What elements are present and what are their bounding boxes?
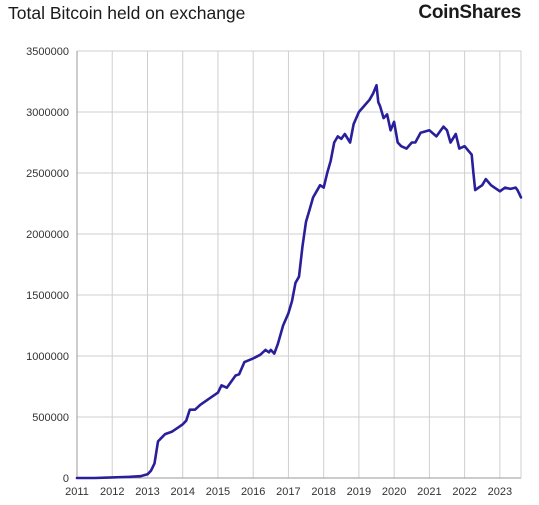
x-tick-label: 2011 (65, 486, 89, 498)
x-tick-label: 2022 (452, 486, 476, 498)
x-tick-label: 2012 (100, 486, 124, 498)
y-tick-label: 3000000 (26, 107, 69, 119)
y-tick-label: 1500000 (26, 290, 69, 302)
brand-logo: CoinShares (418, 2, 521, 23)
axis-layer: 0 500000 1000000 1500000 2000000 2500000 30000… (26, 46, 522, 498)
x-tick-label: 2021 (417, 486, 441, 498)
x-tick-label: 2016 (241, 486, 265, 498)
x-tick-label: 2023 (488, 486, 512, 498)
y-tick-label: 0 (63, 473, 69, 485)
y-tick-label: 3500000 (26, 46, 69, 58)
x-tick-label: 2017 (276, 486, 300, 498)
series-layer (75, 83, 523, 480)
x-tick-label: 2013 (135, 486, 159, 498)
series-line (75, 83, 523, 480)
x-tick-label: 2020 (382, 486, 406, 498)
x-tick-label: 2014 (170, 486, 194, 498)
chart-title: Total Bitcoin held on exchange (8, 3, 246, 23)
y-tick-label: 1000000 (26, 351, 69, 363)
x-tick-label: 2015 (206, 486, 230, 498)
x-tick-label: 2018 (311, 486, 335, 498)
y-tick-label: 2000000 (26, 229, 69, 241)
y-tick-label: 500000 (32, 412, 69, 424)
grid-layer (76, 50, 521, 479)
x-tick-label: 2019 (347, 486, 371, 498)
y-tick-label: 2500000 (26, 168, 69, 180)
